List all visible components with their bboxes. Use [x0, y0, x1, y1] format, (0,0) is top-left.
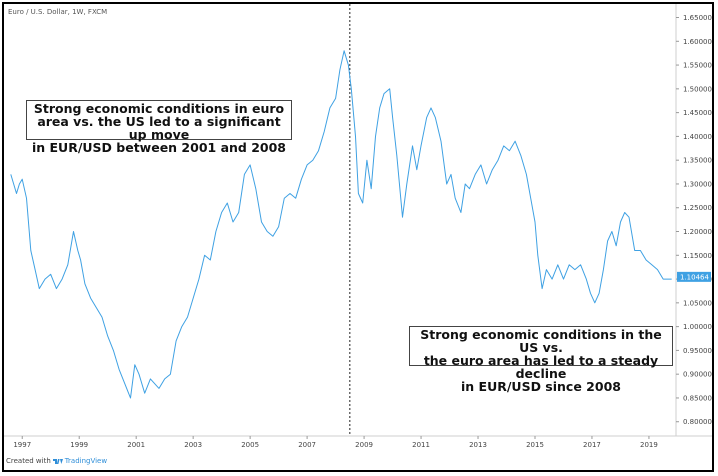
y-tick-label: 1.40000 [683, 133, 712, 141]
x-tick-label: 2007 [298, 441, 316, 449]
y-tick-label: 1.65000 [683, 14, 712, 22]
y-tick-label: 1.45000 [683, 109, 712, 117]
y-tick-label: 1.30000 [683, 180, 712, 188]
annotation-left: Strong economic conditions in euro area … [26, 100, 292, 154]
x-tick-label: 2011 [412, 441, 430, 449]
last-price-tag [677, 271, 711, 282]
series-line [10, 50, 672, 399]
x-tick-label: 2013 [469, 441, 487, 449]
x-tick-label: 2001 [127, 441, 145, 449]
y-tick-label: 1.35000 [683, 157, 712, 165]
y-tick-label: 1.00000 [683, 323, 712, 331]
y-tick-label: 0.95000 [683, 347, 712, 355]
x-tick-label: 2015 [526, 441, 544, 449]
x-tick-label: 2003 [184, 441, 202, 449]
tradingview-link[interactable]: TradingView [52, 457, 108, 465]
y-tick-label: 1.55000 [683, 62, 712, 70]
y-tick-label: 1.15000 [683, 252, 712, 260]
x-tick-label: 2017 [583, 441, 601, 449]
y-tick-label: 1.60000 [683, 38, 712, 46]
y-tick-label: 1.25000 [683, 204, 712, 212]
x-tick-label: 1999 [70, 441, 88, 449]
y-tick-label: 1.50000 [683, 85, 712, 93]
y-tick-label: 0.80000 [683, 418, 712, 426]
x-tick-label: 1997 [13, 441, 31, 449]
y-tick-label: 1.20000 [683, 228, 712, 236]
symbol-label: Euro / U.S. Dollar, 1W, FXCM [8, 8, 108, 16]
y-tick-label: 1.05000 [683, 299, 712, 307]
last-price-label: 1.10464 [680, 273, 709, 281]
x-tick-label: 2019 [640, 441, 658, 449]
tradingview-brand: TradingView [64, 457, 108, 465]
footer: Created with TradingView [6, 457, 107, 465]
y-tick-label: 0.85000 [683, 394, 712, 402]
created-with-text: Created with [6, 457, 51, 465]
chart-frame [2, 2, 714, 472]
annotation-right: Strong economic conditions in the US vs.… [409, 326, 673, 393]
tradingview-logo-icon [52, 458, 63, 464]
x-tick-label: 2005 [241, 441, 259, 449]
x-tick-label: 2009 [355, 441, 373, 449]
y-tick-label: 0.90000 [683, 371, 712, 379]
